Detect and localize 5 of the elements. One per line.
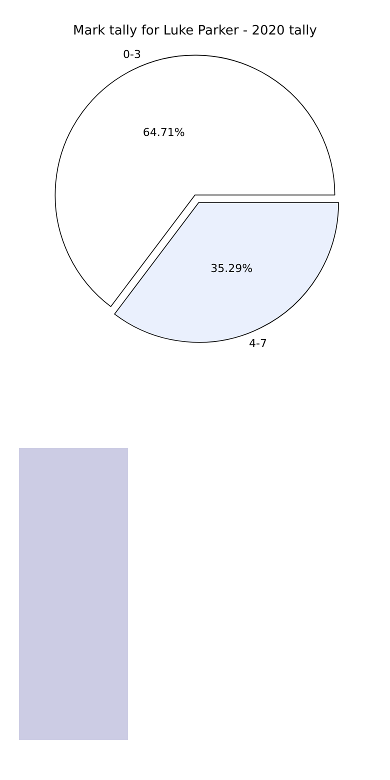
data-label: 64.71%	[142, 126, 185, 139]
data-label: 35.29%	[210, 262, 253, 276]
slice-label: 0-3	[123, 48, 141, 61]
chart-title: Mark tally for Luke Parker - 2020 tally	[73, 24, 318, 39]
slice-label: 4-7	[249, 337, 267, 350]
